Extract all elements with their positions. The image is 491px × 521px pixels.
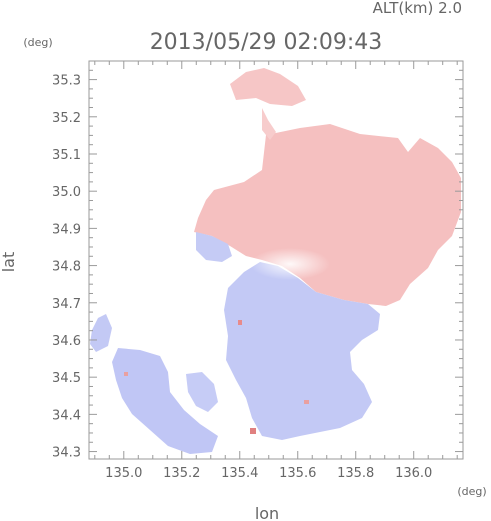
tick-labels: 135.0 135.2 135.4 135.6 135.8 136.0 34.3 34.4 34… xyxy=(52,74,432,481)
y-tick-label: 34.5 xyxy=(52,371,81,386)
y-tick-label: 35.0 xyxy=(52,185,81,200)
x-tick-label: 135.8 xyxy=(337,466,374,481)
y-tick-label: 35.2 xyxy=(52,111,81,126)
x-tick-label: 136.0 xyxy=(395,466,432,481)
y-tick-label: 35.3 xyxy=(52,74,81,89)
x-tick-label: 135.6 xyxy=(279,466,316,481)
y-tick-label: 34.8 xyxy=(52,260,81,275)
radar-center-fade xyxy=(250,248,330,280)
red-region-north xyxy=(230,68,306,106)
y-tick-label: 35.1 xyxy=(52,148,81,163)
y-tick-label: 34.7 xyxy=(52,297,81,312)
plot-frame xyxy=(88,60,464,460)
speckle xyxy=(304,400,309,404)
speckle xyxy=(238,320,242,325)
speckle xyxy=(124,372,128,376)
blue-region-main xyxy=(224,262,380,440)
y-tick-label: 34.9 xyxy=(52,222,81,237)
x-tick-label: 135.2 xyxy=(163,466,200,481)
red-region-strip xyxy=(262,108,276,140)
y-tick-label: 34.6 xyxy=(52,334,81,349)
blue-region-island xyxy=(112,348,218,454)
blue-region-west xyxy=(196,232,232,262)
x-unit-label: (deg) xyxy=(457,485,486,498)
chart-title: 2013/05/29 02:09:43 xyxy=(150,30,383,55)
y-tick-label: 34.3 xyxy=(52,446,81,461)
blue-region-bay xyxy=(186,372,218,412)
altitude-label: ALT(km) 2.0 xyxy=(373,0,462,17)
x-tick-label: 135.0 xyxy=(105,466,142,481)
x-tick-label: 135.4 xyxy=(221,466,258,481)
axis-ticks xyxy=(89,60,463,459)
y-axis-label: lat xyxy=(0,252,18,273)
speckle xyxy=(250,428,256,434)
red-region-main xyxy=(194,124,461,306)
y-unit-label: (deg) xyxy=(23,36,52,49)
velocity-field xyxy=(90,68,461,454)
y-tick-label: 34.4 xyxy=(52,408,81,423)
x-axis-label: lon xyxy=(255,504,279,521)
blue-region-spot xyxy=(90,314,112,352)
